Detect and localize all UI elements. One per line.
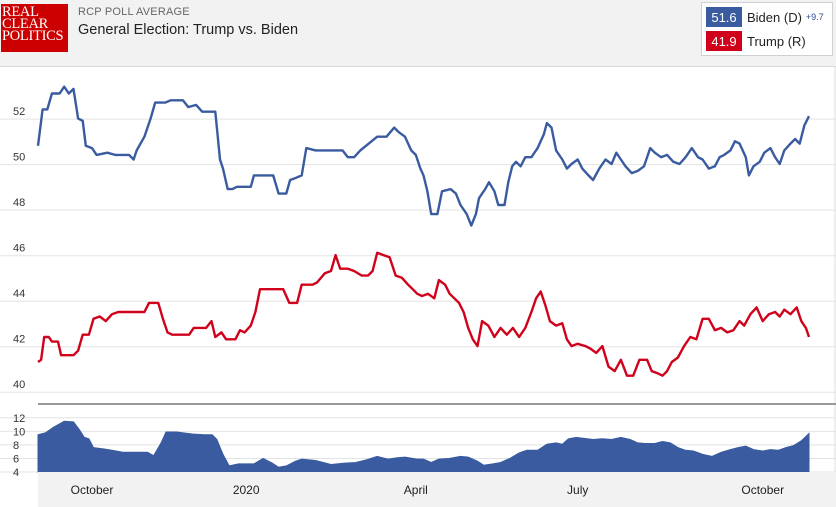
spread-y-tick-12: 12 [13, 413, 25, 425]
legend: 51.6 Biden (D) +9.7 41.9 Trump (R) [701, 2, 833, 56]
legend-item-trump[interactable]: 41.9 Trump (R) [706, 31, 806, 51]
series-line-biden [36, 85, 811, 227]
chart-header: REAL CLEAR POLITICS RCP POLL AVERAGE Gen… [0, 0, 836, 67]
trump-label: Trump (R) [747, 33, 806, 49]
x-tick-july: July [567, 483, 588, 497]
x-tick-october: October [741, 483, 784, 497]
series-line-trump [37, 251, 811, 377]
spread-area [37, 420, 810, 473]
chart-subtitle: RCP POLL AVERAGE [78, 6, 190, 18]
main-y-tick-46: 46 [13, 243, 25, 255]
spread-y-tick-6: 6 [13, 453, 19, 465]
x-axis-band [38, 472, 836, 507]
spread-y-tick-4: 4 [13, 467, 19, 479]
main-y-tick-48: 48 [13, 197, 25, 209]
rcp-logo[interactable]: REAL CLEAR POLITICS [1, 4, 68, 52]
main-y-tick-52: 52 [13, 106, 25, 118]
x-tick-2020: 2020 [233, 483, 260, 497]
chart-title: General Election: Trump vs. Biden [78, 22, 299, 38]
x-tick-october: October [71, 483, 114, 497]
main-y-tick-50: 50 [13, 152, 25, 164]
trump-value-badge: 41.9 [706, 31, 742, 51]
main-y-tick-42: 42 [13, 334, 25, 346]
biden-value-badge: 51.6 [706, 7, 742, 27]
main-y-tick-40: 40 [13, 379, 25, 391]
logo-line-real: REAL [2, 4, 39, 20]
main-y-tick-44: 44 [13, 288, 25, 300]
spread-y-tick-8: 8 [13, 440, 19, 452]
spread-y-tick-10: 10 [13, 426, 25, 438]
x-tick-april: April [404, 483, 428, 497]
legend-item-biden[interactable]: 51.6 Biden (D) +9.7 [706, 7, 824, 27]
biden-spread: +9.7 [805, 12, 824, 22]
biden-label: Biden (D) [747, 9, 802, 25]
logo-line-politics: POLITICS [2, 28, 64, 44]
logo-line-clear: CLEAR [2, 16, 49, 32]
